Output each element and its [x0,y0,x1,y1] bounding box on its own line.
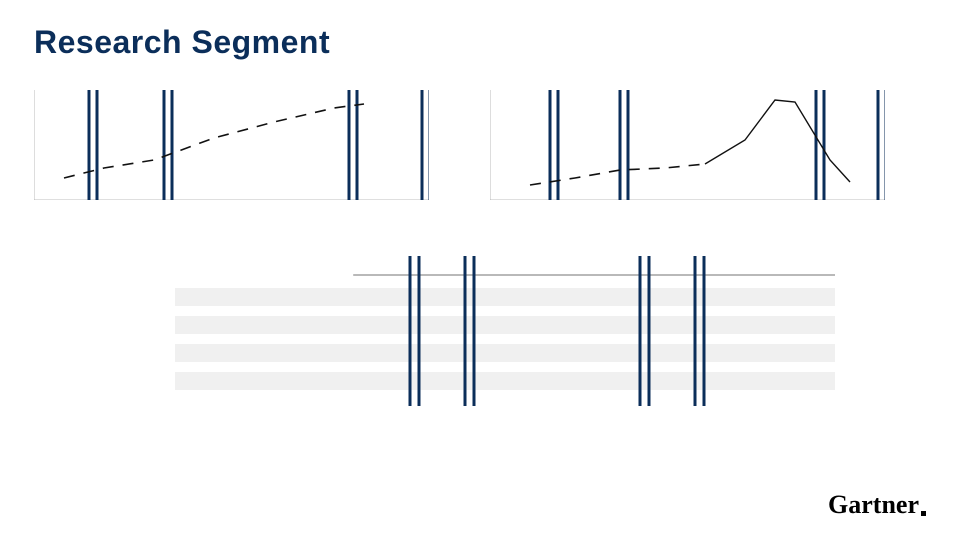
page-title: Research Segment [34,24,330,61]
logo-dot [921,511,926,516]
data-table [175,270,835,400]
chart-left [34,90,429,200]
chart-right [490,90,885,200]
logo-text: Gartner [828,490,919,520]
slide: Research Segment Gartner [0,0,960,540]
gartner-logo: Gartner [828,490,926,520]
